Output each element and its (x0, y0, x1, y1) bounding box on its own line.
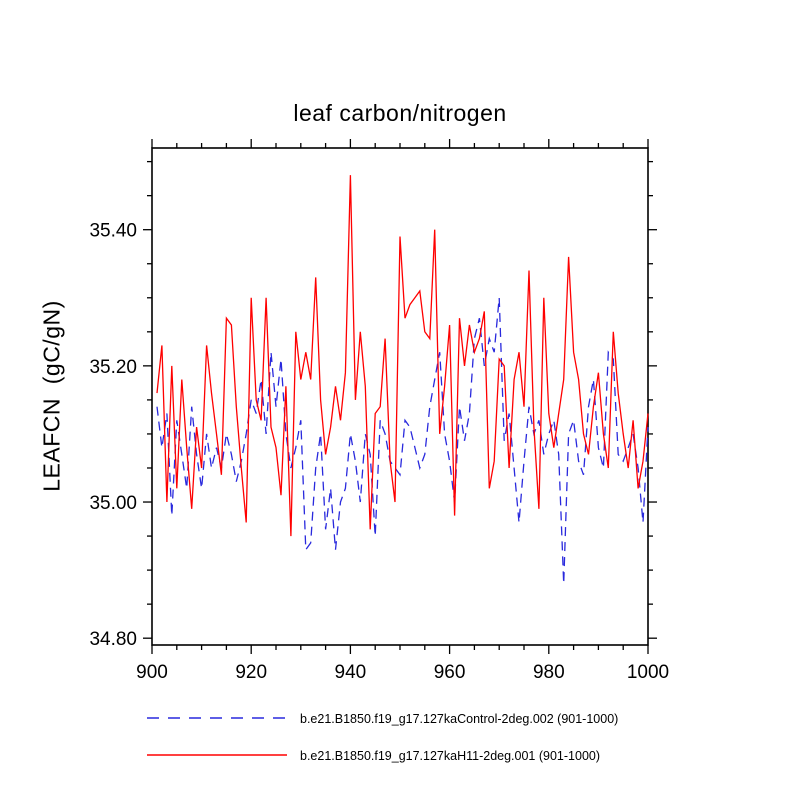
x-tick-label: 920 (235, 662, 267, 683)
x-tick-label: 960 (434, 662, 466, 683)
y-tick-label: 34.80 (89, 629, 137, 650)
y-tick-label: 35.40 (89, 221, 137, 242)
legend-label-h11: b.e21.B1850.f19_g17.127kaH11-2deg.001 (9… (300, 749, 601, 763)
x-tick-label: 980 (533, 662, 565, 683)
y-tick-label: 35.20 (89, 357, 137, 378)
y-tick-label: 35.00 (89, 493, 137, 514)
plot-frame (151, 147, 649, 646)
series-line-control (156, 297, 649, 584)
legend-label-control: b.e21.B1850.f19_g17.127kaControl-2deg.00… (300, 712, 619, 726)
chart-title: leaf carbon/nitrogen (293, 100, 507, 126)
series-line-h11 (156, 175, 649, 537)
x-tick-label: 940 (335, 662, 367, 683)
x-tick-label: 900 (136, 662, 168, 683)
x-tick-label: 1000 (627, 662, 669, 683)
